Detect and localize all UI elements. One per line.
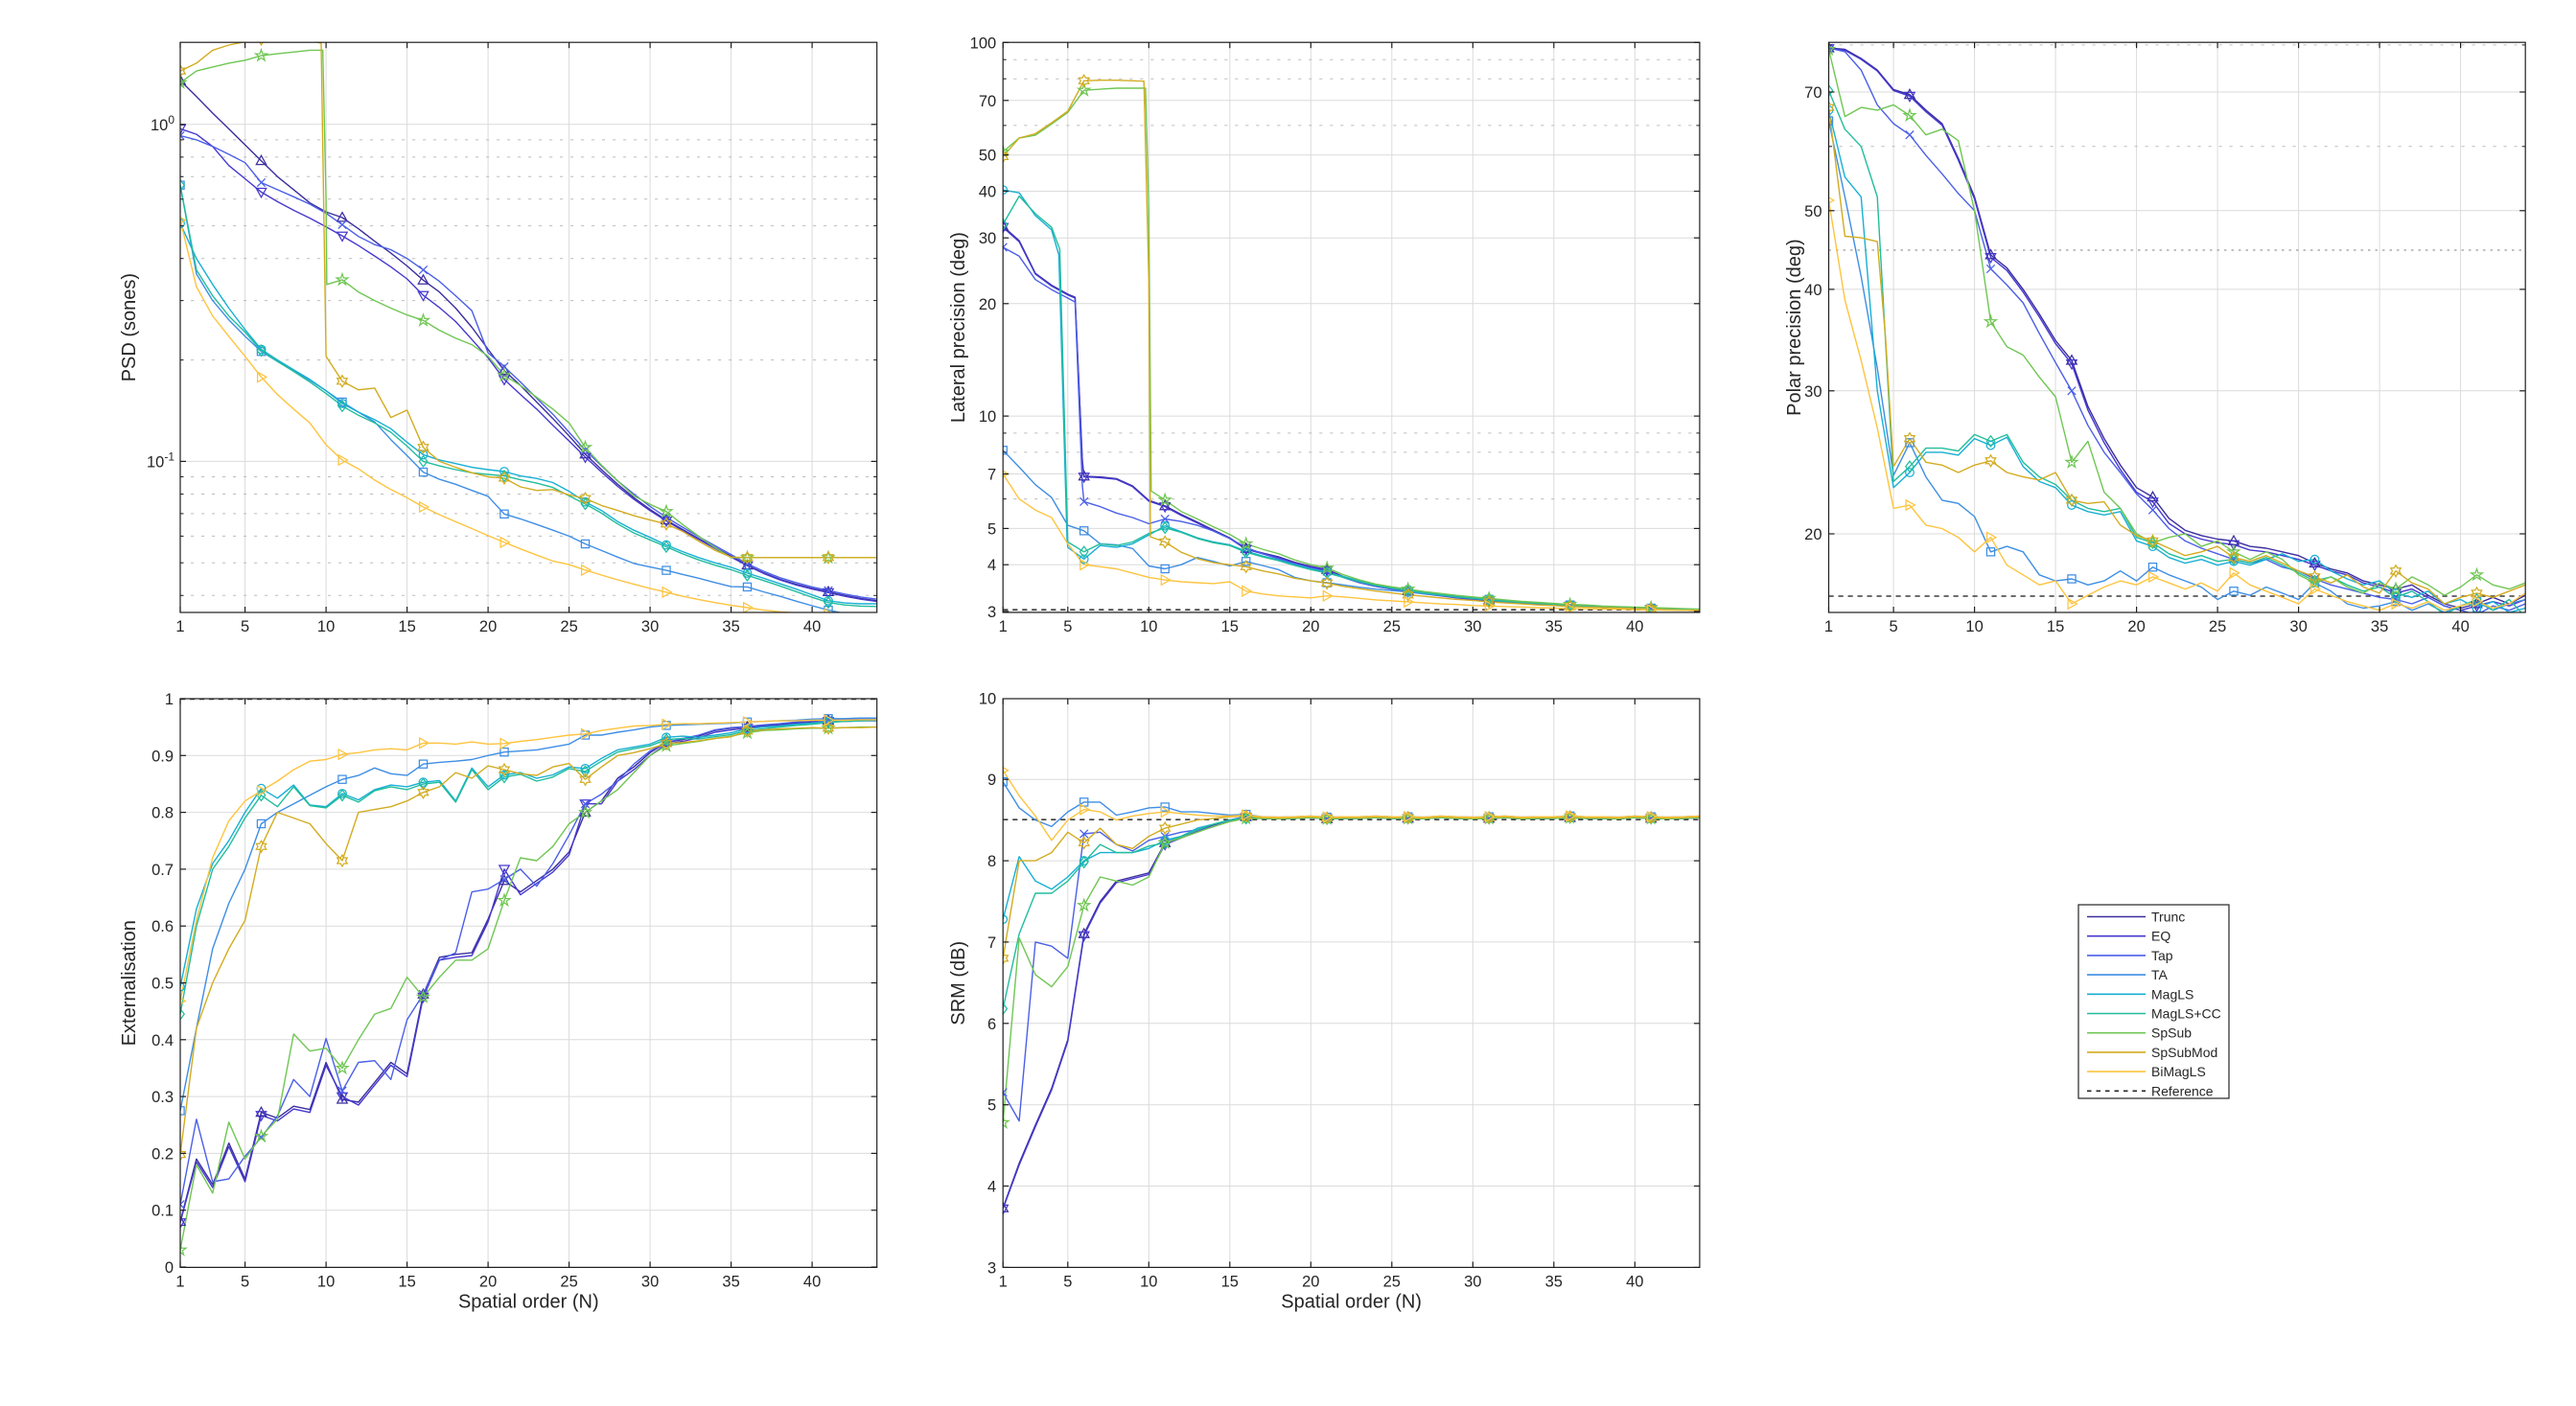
svg-text:PSD (sones): PSD (sones) <box>119 273 140 381</box>
svg-text:25: 25 <box>1383 618 1401 635</box>
svg-text:SpSubMod: SpSubMod <box>2151 1045 2217 1060</box>
svg-text:5: 5 <box>241 1273 249 1290</box>
svg-text:0.6: 0.6 <box>151 918 174 935</box>
svg-text:5: 5 <box>1890 618 1898 635</box>
svg-text:10: 10 <box>1140 618 1157 635</box>
svg-text:30: 30 <box>1464 618 1481 635</box>
svg-text:35: 35 <box>722 618 739 635</box>
svg-text:BiMagLS: BiMagLS <box>2151 1064 2206 1079</box>
svg-text:20: 20 <box>1804 526 1822 543</box>
svg-text:0.2: 0.2 <box>151 1145 174 1163</box>
svg-text:0.4: 0.4 <box>151 1032 174 1049</box>
svg-text:70: 70 <box>1804 84 1822 102</box>
svg-text:50: 50 <box>979 148 996 165</box>
svg-text:MagLS+CC: MagLS+CC <box>2151 1006 2221 1022</box>
svg-text:3: 3 <box>987 604 996 621</box>
svg-text:Spatial order (N): Spatial order (N) <box>458 1291 599 1312</box>
svg-text:30: 30 <box>1804 383 1822 401</box>
svg-text:10: 10 <box>979 408 996 426</box>
svg-text:35: 35 <box>2371 618 2388 635</box>
svg-text:1: 1 <box>175 618 184 635</box>
svg-text:20: 20 <box>2127 618 2145 635</box>
svg-text:10: 10 <box>1140 1273 1157 1290</box>
svg-text:5: 5 <box>241 618 249 635</box>
svg-text:Lateral precision (deg): Lateral precision (deg) <box>948 232 969 423</box>
svg-text:Trunc: Trunc <box>2151 910 2185 925</box>
svg-text:50: 50 <box>1804 203 1822 220</box>
svg-text:70: 70 <box>979 93 996 110</box>
svg-text:20: 20 <box>479 618 497 635</box>
svg-text:5: 5 <box>1063 1273 1072 1290</box>
svg-text:20: 20 <box>1302 1273 1319 1290</box>
svg-text:20: 20 <box>979 296 996 313</box>
svg-text:Reference: Reference <box>2151 1083 2214 1098</box>
svg-text:20: 20 <box>1302 618 1319 635</box>
svg-text:30: 30 <box>641 1273 659 1290</box>
svg-text:40: 40 <box>803 618 821 635</box>
svg-text:1: 1 <box>999 618 1008 635</box>
svg-text:40: 40 <box>2451 618 2469 635</box>
svg-text:7: 7 <box>987 467 996 484</box>
svg-text:25: 25 <box>2209 618 2226 635</box>
svg-text:TA: TA <box>2151 967 2169 982</box>
svg-text:40: 40 <box>1804 282 1822 299</box>
svg-text:Tap: Tap <box>2151 948 2173 963</box>
svg-text:1: 1 <box>165 691 174 708</box>
svg-text:15: 15 <box>398 618 415 635</box>
svg-text:10: 10 <box>979 690 996 707</box>
svg-text:SpSub: SpSub <box>2151 1026 2192 1041</box>
svg-text:9: 9 <box>987 772 996 789</box>
svg-text:35: 35 <box>1545 618 1563 635</box>
svg-text:5: 5 <box>987 520 996 538</box>
svg-text:15: 15 <box>1221 618 1239 635</box>
svg-text:30: 30 <box>641 618 659 635</box>
svg-text:Spatial order (N): Spatial order (N) <box>1281 1291 1422 1312</box>
svg-text:5: 5 <box>1063 618 1072 635</box>
svg-text:1: 1 <box>999 1273 1008 1290</box>
svg-text:6: 6 <box>987 1016 996 1033</box>
svg-text:25: 25 <box>1383 1273 1401 1290</box>
svg-text:0: 0 <box>165 1259 174 1277</box>
svg-text:1: 1 <box>1824 618 1833 635</box>
svg-text:10: 10 <box>317 1273 335 1290</box>
svg-text:15: 15 <box>1221 1273 1239 1290</box>
svg-text:MagLS: MagLS <box>2151 986 2193 1002</box>
svg-text:0.5: 0.5 <box>151 976 174 993</box>
svg-text:3: 3 <box>987 1259 996 1277</box>
svg-text:7: 7 <box>987 934 996 952</box>
svg-text:10: 10 <box>1965 618 1983 635</box>
svg-text:SRM (dB): SRM (dB) <box>948 941 969 1026</box>
svg-text:20: 20 <box>479 1273 497 1290</box>
svg-text:Externalisation: Externalisation <box>119 920 140 1046</box>
svg-text:0.3: 0.3 <box>151 1089 174 1106</box>
svg-text:40: 40 <box>979 184 996 201</box>
svg-text:8: 8 <box>987 853 996 870</box>
svg-text:30: 30 <box>979 230 996 247</box>
svg-text:5: 5 <box>987 1097 996 1115</box>
svg-text:0.1: 0.1 <box>151 1203 174 1220</box>
svg-text:10: 10 <box>317 618 335 635</box>
svg-text:40: 40 <box>803 1273 821 1290</box>
svg-text:Polar precision (deg): Polar precision (deg) <box>1784 239 1805 416</box>
svg-text:40: 40 <box>1626 1273 1643 1290</box>
svg-text:100: 100 <box>970 35 997 52</box>
svg-text:30: 30 <box>1464 1273 1481 1290</box>
svg-text:15: 15 <box>2047 618 2064 635</box>
svg-text:4: 4 <box>987 557 996 574</box>
svg-text:0.7: 0.7 <box>151 862 174 879</box>
svg-text:1: 1 <box>175 1273 184 1290</box>
svg-text:30: 30 <box>2289 618 2307 635</box>
svg-text:0.9: 0.9 <box>151 748 174 765</box>
svg-text:40: 40 <box>1626 618 1643 635</box>
svg-text:35: 35 <box>722 1273 739 1290</box>
svg-text:25: 25 <box>560 1273 577 1290</box>
svg-text:35: 35 <box>1545 1273 1563 1290</box>
svg-text:4: 4 <box>987 1179 996 1196</box>
svg-text:25: 25 <box>560 618 577 635</box>
svg-text:15: 15 <box>398 1273 415 1290</box>
svg-text:EQ: EQ <box>2151 929 2170 944</box>
svg-text:0.8: 0.8 <box>151 805 174 822</box>
